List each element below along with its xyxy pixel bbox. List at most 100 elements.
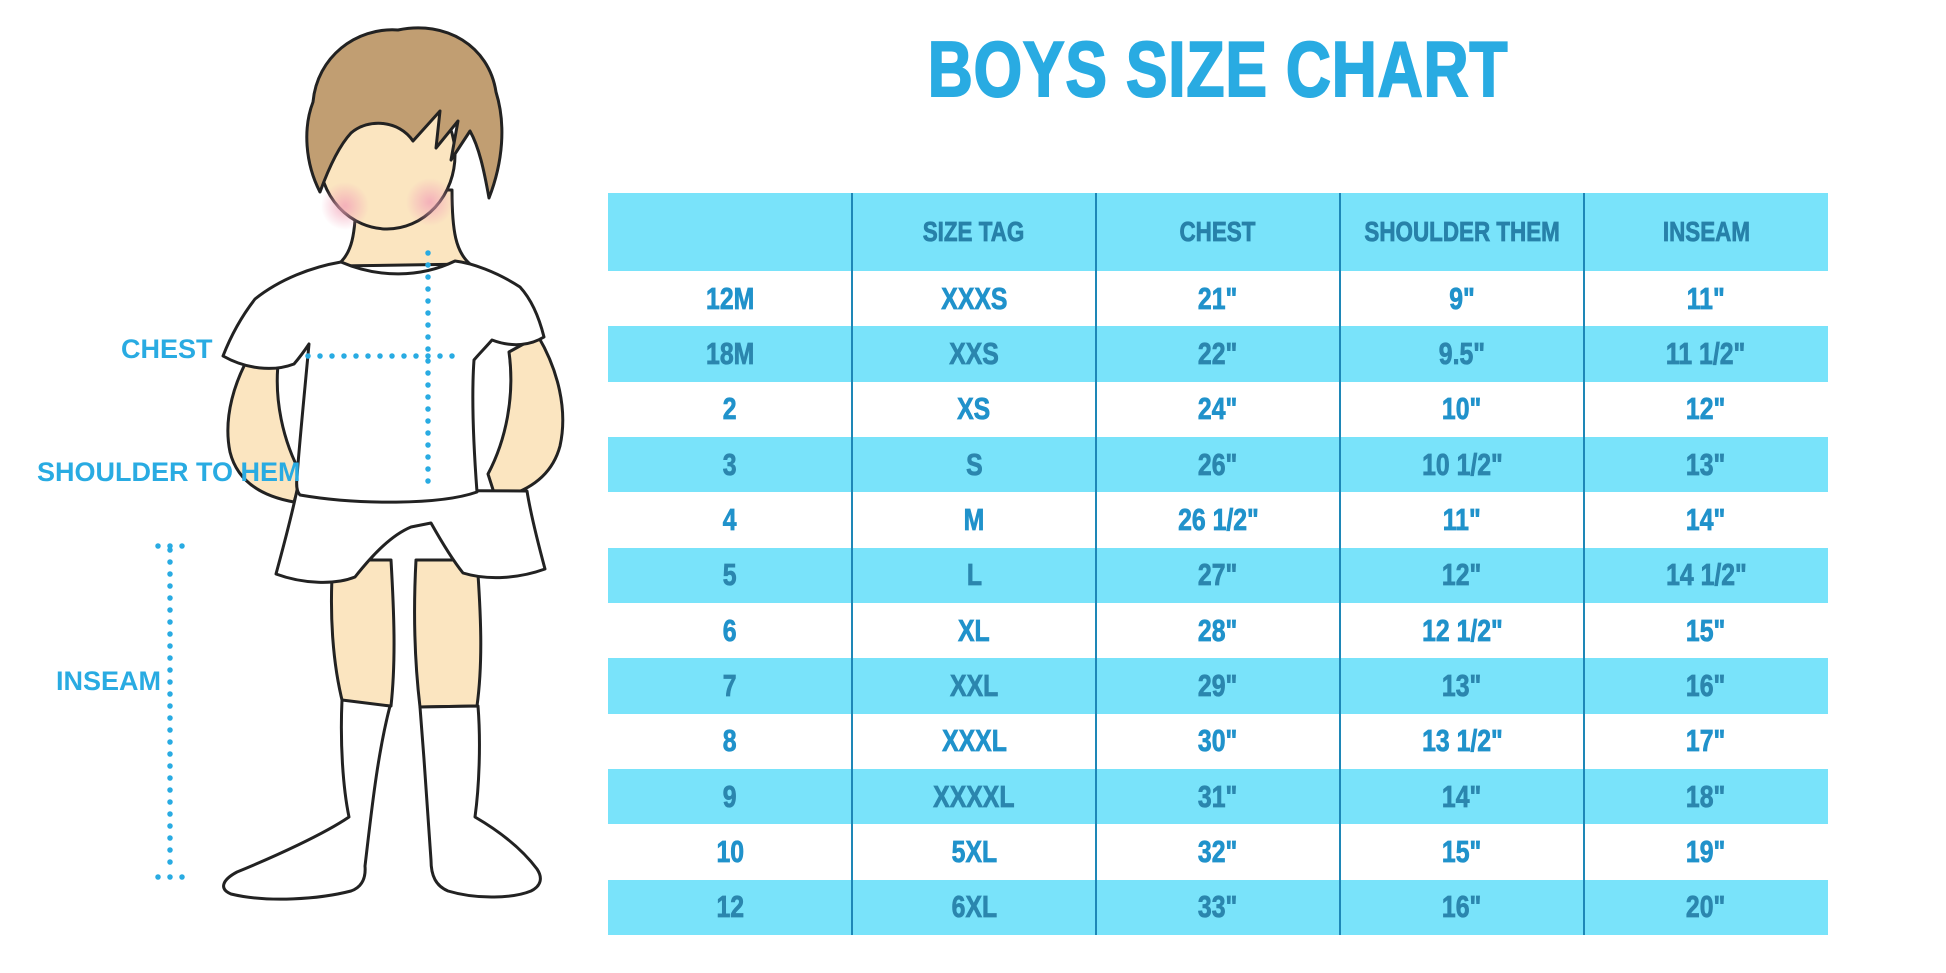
table-cell-text: 8 (723, 723, 737, 759)
table-cell-text: 14" (1442, 778, 1482, 814)
table-row: 5 L 27" 12" 14 1/2" (608, 547, 1828, 603)
table-cell: 9 (608, 769, 852, 824)
table-header-cell: INSEAM (1584, 193, 1828, 271)
table-cell: 12 (608, 880, 852, 935)
table-cell-text: 3 (723, 446, 737, 482)
table-cell-text: 29" (1198, 667, 1238, 704)
table-cell: 10 (608, 824, 852, 879)
table-cell: 5 (608, 548, 852, 603)
table-cell-text: 26" (1198, 446, 1238, 482)
table-cell-text: 21" (1198, 280, 1238, 316)
table-cell: 20" (1584, 880, 1828, 935)
table-cell-text: M (963, 501, 985, 538)
table-cell: 22" (1096, 326, 1340, 381)
table-cell: 2 (608, 382, 852, 437)
table-cell-text: 12" (1686, 391, 1726, 427)
table-row: 9 XXXXL 31" 14" 18" (608, 768, 1828, 825)
table-cell: 6XL (852, 880, 1096, 935)
table-cell: 13" (1584, 437, 1828, 492)
boy-right-leg (413, 558, 483, 709)
table-cell-text: 12" (1442, 557, 1482, 593)
table-cell-text: 24" (1198, 391, 1238, 427)
table-cell-text: 28" (1198, 612, 1238, 648)
table-cell-text: XXXL (941, 723, 1007, 759)
table-header-row: SIZE TAG CHEST SHOULDER THEM INSEAM (608, 193, 1828, 271)
table-cell-text: 9" (1449, 280, 1475, 316)
table-cell: 9.5" (1340, 326, 1584, 381)
table-header-cell-text: SHOULDER THEM (1364, 216, 1560, 248)
table-cell: 7 (608, 658, 852, 713)
table-cell-text: 10" (1442, 391, 1482, 427)
table-cell: 14" (1584, 492, 1828, 547)
table-cell: 13 1/2" (1340, 714, 1584, 769)
table-cell-text: 30" (1198, 723, 1238, 759)
inseam-label: INSEAM (56, 666, 162, 696)
table-row: 18M XXS 22" 9.5" 11 1/2" (608, 326, 1828, 382)
page-title: BOYS SIZE CHART (927, 25, 1509, 113)
boy-shirt (221, 259, 546, 504)
table-cell-text: 16" (1442, 889, 1482, 925)
table-cell: M (852, 492, 1096, 547)
table-cell: XXXXL (852, 769, 1096, 824)
table-cell-text: 12M (705, 280, 755, 316)
table-cell: 3 (608, 437, 852, 492)
table-cell-text: 6XL (951, 889, 997, 925)
column-divider (851, 193, 853, 935)
table-cell-text: 9.5" (1438, 335, 1486, 372)
table-body: 12M XXXS 21" 9" 11" 18M XXS 22" 9.5" 11 1/2" 2 XS 24… (608, 271, 1828, 935)
table-cell: 19" (1584, 824, 1828, 879)
table-cell-text: XXXS (940, 280, 1008, 316)
table-cell: 5XL (852, 824, 1096, 879)
table-cell: 11" (1340, 492, 1584, 547)
boy-left-sock (222, 698, 392, 901)
table-cell-text: 26 1/2" (1177, 501, 1259, 538)
table-cell: 16" (1340, 880, 1584, 935)
table-header-cell: SIZE TAG (852, 193, 1096, 271)
chest-label: CHEST (121, 334, 213, 364)
table-cell-text: 31" (1198, 778, 1238, 814)
table-cell: 11" (1584, 271, 1828, 326)
table-cell-text: 33" (1198, 889, 1238, 925)
table-cell-text: 16" (1686, 667, 1726, 704)
table-cell: 26 1/2" (1096, 492, 1340, 547)
table-cell-text: 10 1/2" (1421, 446, 1503, 482)
table-header-cell-text: INSEAM (1662, 216, 1750, 248)
table-header-cell: CHEST (1096, 193, 1340, 271)
table-row: 2 XS 24" 10" 12" (608, 381, 1828, 437)
table-cell: 9" (1340, 271, 1584, 326)
boy-figure (155, 26, 565, 901)
table-cell: 14" (1340, 769, 1584, 824)
table-cell: 18" (1584, 769, 1828, 824)
table-cell-text: 22" (1198, 335, 1238, 372)
table-cell-text: 13" (1686, 446, 1726, 482)
table-cell-text: 11 1/2" (1666, 335, 1746, 372)
table-cell-text: 11" (1687, 280, 1726, 316)
table-cell: 14 1/2" (1584, 548, 1828, 603)
table-cell: 4 (608, 492, 852, 547)
table-cell-text: 15" (1442, 833, 1482, 870)
table-cell-text: XL (958, 612, 990, 648)
table-header-cell-text: CHEST (1179, 216, 1257, 248)
table-cell: XL (852, 603, 1096, 658)
table-cell: 27" (1096, 548, 1340, 603)
table-cell: 16" (1584, 658, 1828, 713)
table-cell-text: 12 1/2" (1421, 612, 1503, 648)
table-cell: 13" (1340, 658, 1584, 713)
boy-measurement-illustration: CHEST SHOULDER TO HEM INSEAM (0, 0, 610, 973)
table-row: 10 5XL 32" 15" 19" (608, 824, 1828, 880)
table-cell: 31" (1096, 769, 1340, 824)
table-cell: 33" (1096, 880, 1340, 935)
table-row: 12M XXXS 21" 9" 11" (608, 271, 1828, 327)
boy-right-arm (486, 334, 565, 501)
table-cell: 8 (608, 714, 852, 769)
table-cell: 21" (1096, 271, 1340, 326)
table-cell: 12M (608, 271, 852, 326)
table-cell-text: 13 1/2" (1421, 723, 1503, 759)
table-cell: S (852, 437, 1096, 492)
shoulder-to-hem-label: SHOULDER TO HEM (37, 457, 301, 487)
table-cell: 11 1/2" (1584, 326, 1828, 381)
table-cell-text: 6 (723, 612, 737, 648)
table-row: 8 XXXL 30" 13 1/2" 17" (608, 713, 1828, 769)
table-cell-text: 11" (1443, 501, 1482, 538)
table-cell: 32" (1096, 824, 1340, 879)
